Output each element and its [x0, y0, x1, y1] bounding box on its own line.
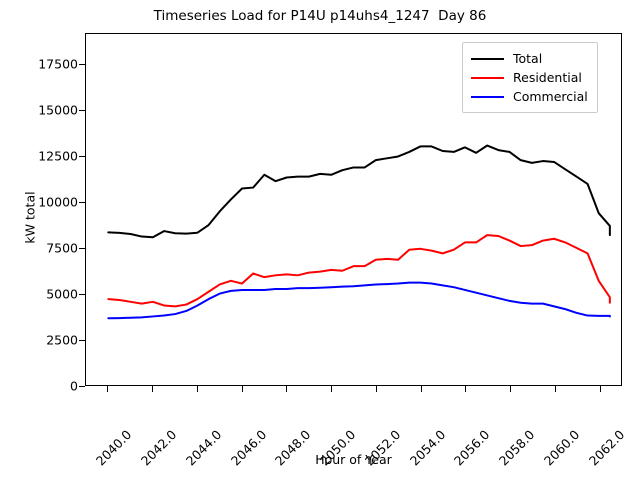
x-axis-tick-mark: [331, 386, 333, 392]
y-axis-tick-label: 0: [70, 378, 78, 394]
y-axis-tick-label: 2500: [46, 332, 78, 348]
y-axis-tick-label: 7500: [46, 240, 78, 256]
series-line-residential: [108, 235, 610, 306]
x-axis-tick-mark: [510, 386, 512, 392]
y-axis-tick-mark: [79, 386, 85, 387]
legend-label: Residential: [513, 70, 582, 85]
legend-label: Commercial: [513, 89, 588, 104]
legend-color-swatch: [471, 95, 504, 98]
x-axis-tick-mark: [465, 386, 467, 392]
legend-color-swatch: [471, 57, 504, 60]
y-axis-tick-mark: [79, 156, 85, 158]
x-axis-tick-mark: [599, 386, 601, 392]
chart-legend: Total Residential Commercial: [462, 42, 598, 113]
legend-color-swatch: [471, 76, 504, 79]
x-axis-tick-mark: [286, 386, 288, 392]
plot-lines: [86, 34, 621, 385]
x-axis-tick-mark: [554, 386, 556, 392]
y-axis-tick-mark: [79, 340, 85, 342]
chart-title: Timeseries Load for P14U p14uhs4_1247 Da…: [153, 8, 487, 24]
y-axis-tick-mark: [79, 202, 85, 204]
y-axis-tick-label: 15000: [38, 102, 78, 118]
series-line-total: [108, 146, 610, 238]
legend-entry: Commercial: [471, 87, 588, 106]
legend-entry: Residential: [471, 68, 588, 87]
legend-label: Total: [513, 51, 543, 66]
x-axis-tick-mark: [196, 386, 198, 392]
series-line-commercial: [108, 283, 610, 319]
y-axis-label: kW total: [22, 191, 38, 244]
x-axis-label: Hour of Year: [315, 452, 392, 467]
x-axis-tick-mark: [241, 386, 243, 392]
y-axis-tick-mark: [79, 64, 85, 66]
x-axis-tick-mark: [420, 386, 422, 392]
y-axis-tick-label: 12500: [38, 148, 78, 164]
legend-entry: Total: [471, 49, 588, 68]
y-axis-tick-mark: [79, 248, 85, 250]
y-axis-tick-label: 5000: [46, 286, 78, 302]
x-axis-tick-mark: [152, 386, 154, 392]
y-axis-tick-label: 10000: [38, 194, 78, 210]
y-axis-tick-mark: [79, 110, 85, 112]
y-axis-tick-mark: [79, 294, 85, 296]
x-axis-tick-mark: [375, 386, 377, 392]
y-axis-tick-labels: 0 2500 5000 7500 10000 12500 15000 17500: [0, 0, 78, 480]
y-axis-tick-label: 17500: [38, 56, 78, 72]
x-axis-tick-mark: [107, 386, 109, 392]
